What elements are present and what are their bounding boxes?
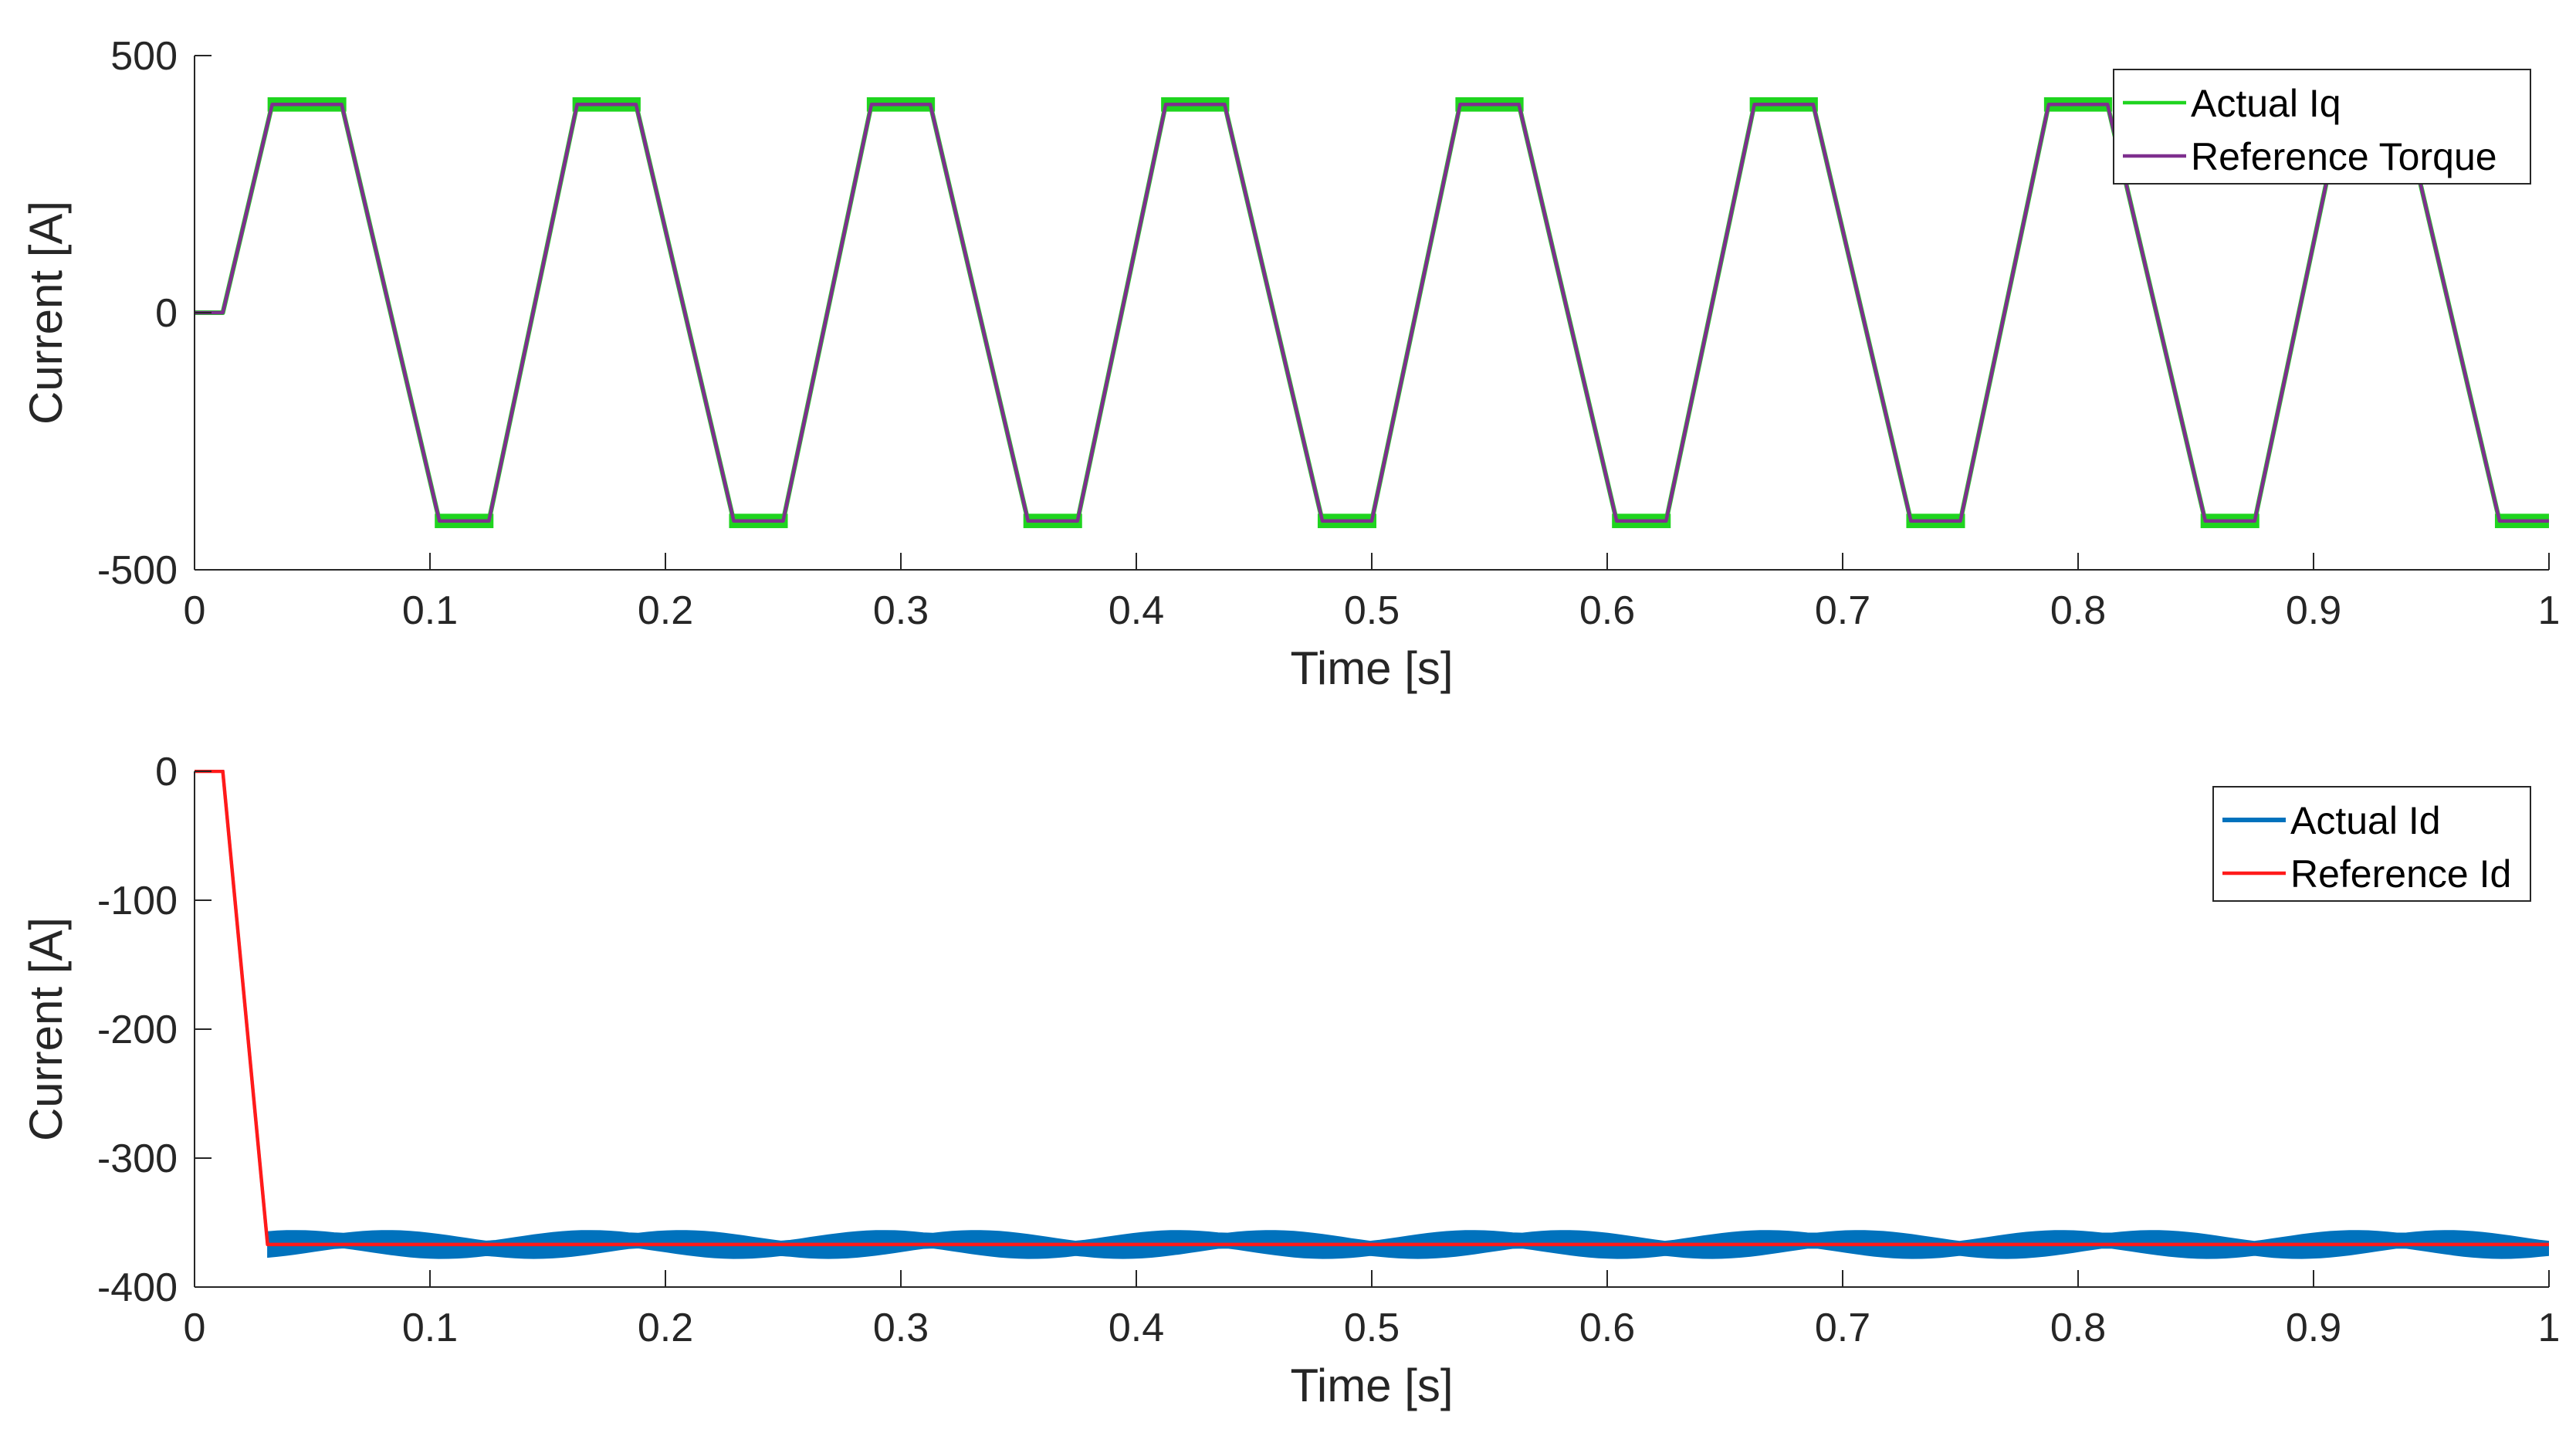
legend-entry: Actual Iq [2191, 82, 2341, 125]
x-tick-label: 0.5 [1344, 588, 1400, 633]
y-tick-label: -500 [97, 548, 178, 593]
legend-entry: Reference Torque [2191, 135, 2497, 178]
legend-box [2113, 69, 2531, 185]
y-tick-label: 500 [110, 34, 178, 79]
y-tick-label: 0 [155, 291, 178, 336]
legend: Actual Iq Reference Torque [2113, 69, 2531, 185]
y-axis-label: Current [A] [20, 917, 72, 1141]
x-tick-label: 1 [2538, 588, 2561, 633]
x-tick-label: 0.2 [638, 1306, 693, 1350]
bottom-subplot: 0 0.1 0.2 0.3 0.4 0.5 0.6 0.7 0.8 0.9 1 0 -100 -200 -3… [20, 750, 2561, 1411]
x-tick-label: 0.5 [1344, 1306, 1400, 1350]
x-tick-label: 0.7 [1815, 588, 1870, 633]
y-tick-label: -200 [97, 1008, 178, 1052]
legend-entry: Actual Id [2290, 799, 2441, 842]
x-tick-label: 1 [2538, 1306, 2561, 1350]
reference-torque-line [195, 103, 2549, 523]
x-tick-label: 0.8 [2050, 588, 2106, 633]
legend-box [2212, 786, 2531, 902]
x-tick-label: 0.7 [1815, 1306, 1870, 1350]
x-tick-label: 0.1 [402, 1306, 458, 1350]
x-tick-label: 0.3 [873, 588, 929, 633]
legend-entry: Reference Id [2290, 852, 2511, 896]
x-tick-label: 0.1 [402, 588, 458, 633]
x-tick-label: 0.3 [873, 1306, 929, 1350]
x-axis-label: Time [s] [1290, 642, 1453, 694]
x-tick-label: 0.2 [638, 588, 693, 633]
x-tick-label: 0.9 [2286, 1306, 2341, 1350]
plot-data [195, 97, 2549, 529]
y-tick-label: -400 [97, 1265, 178, 1310]
x-tick-label: 0.9 [2286, 588, 2341, 633]
x-tick-label: 0.4 [1109, 1306, 1164, 1350]
y-tick-label: -100 [97, 879, 178, 923]
y-axis-label: Current [A] [20, 201, 72, 425]
x-tick-label: 0.6 [1579, 1306, 1635, 1350]
x-tick-label: 0 [184, 1306, 206, 1350]
x-tick-label: 0.6 [1579, 588, 1635, 633]
x-tick-label: 0.8 [2050, 1306, 2106, 1350]
top-subplot: 0 0.1 0.2 0.3 0.4 0.5 0.6 0.7 0.8 0.9 15000-500Tim… [20, 34, 2561, 694]
x-axis-label: Time [s] [1290, 1360, 1453, 1411]
y-tick-label: 0 [155, 750, 178, 794]
legend: Actual Id Reference Id [2212, 786, 2531, 902]
x-tick-label: 0.4 [1109, 588, 1164, 633]
y-tick-label: -300 [97, 1136, 178, 1181]
x-tick-label: 0 [184, 588, 206, 633]
